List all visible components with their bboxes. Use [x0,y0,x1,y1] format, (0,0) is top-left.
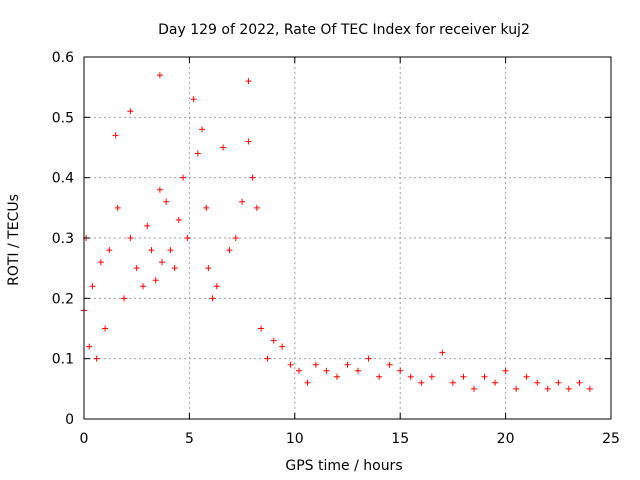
data-point [365,355,372,362]
data-point [144,222,151,229]
data-point [258,325,265,332]
chart-title: Day 129 of 2022, Rate Of TEC Index for r… [158,22,530,38]
data-point [102,325,109,332]
data-point [152,277,159,284]
data-point [194,150,201,157]
y-tick-label: 0 [65,412,74,428]
data-point [232,235,239,241]
y-tick-label: 0.1 [52,352,74,368]
data-point [407,373,414,380]
data-point [279,343,286,350]
data-point [163,198,170,205]
data-point [355,367,362,374]
data-point [304,379,311,386]
data-point [492,379,499,386]
data-point [249,174,256,181]
x-tick-label: 5 [185,431,194,447]
data-point [534,379,541,386]
data-point [106,247,113,254]
x-axis-label: GPS time / hours [285,458,402,474]
data-point [213,283,220,290]
data-point [565,385,572,392]
data-point [209,295,216,302]
data-point [121,295,128,302]
axis-ticks: 0 5 10 15 20 25 0 0.1 0.2 0.3 0.4 0.5 0.6 [52,50,620,447]
data-point [140,283,147,290]
data-point [323,367,330,374]
x-tick-label: 20 [497,431,515,447]
data-point [270,337,277,344]
scatter-points [81,72,593,392]
data-point [220,144,227,151]
y-tick-label: 0.4 [52,171,74,187]
data-point [470,385,477,392]
x-tick-label: 10 [286,431,304,447]
data-point [226,247,233,254]
data-point [418,379,425,386]
data-point [184,235,191,241]
data-point [199,126,206,133]
data-point [449,379,456,386]
data-point [89,283,96,290]
y-axis-label: ROTI / TECUs [6,194,22,286]
data-point [180,174,187,181]
data-point [127,108,134,115]
data-point [555,379,562,386]
data-point [114,204,121,211]
data-point [386,361,393,368]
data-point [112,132,119,139]
data-point [190,96,197,103]
data-point [158,259,165,266]
data-point [167,247,174,254]
data-point [203,204,210,211]
data-point [86,343,93,350]
data-point [513,385,520,392]
data-point [376,373,383,380]
data-point [287,361,294,368]
data-point [171,265,178,272]
data-point [245,138,252,145]
x-tick-label: 25 [602,431,620,447]
data-point [544,385,551,392]
data-point [133,265,140,272]
data-point [175,216,182,223]
data-point [264,355,271,362]
data-point [428,373,435,380]
y-tick-label: 0.6 [52,50,74,66]
data-point [156,72,163,79]
data-point [586,385,593,392]
data-point [148,247,155,254]
data-point [239,198,246,205]
x-tick-label: 0 [80,431,89,447]
data-point [333,373,340,380]
data-point [253,204,260,211]
data-point [156,186,163,193]
data-point [127,235,134,241]
data-point [523,373,530,380]
data-point [344,361,351,368]
y-tick-label: 0.5 [52,110,74,126]
y-tick-label: 0.2 [52,291,74,307]
data-point [93,355,100,362]
data-point [576,379,583,386]
data-point [245,78,252,85]
data-point [397,367,404,374]
data-point [481,373,488,380]
data-point [312,361,319,368]
x-tick-label: 15 [391,431,409,447]
y-tick-label: 0.3 [52,231,74,247]
data-point [97,259,104,266]
data-point [502,367,509,374]
data-point [205,265,212,272]
data-point [460,373,467,380]
data-point [439,349,446,356]
data-point [296,367,303,374]
